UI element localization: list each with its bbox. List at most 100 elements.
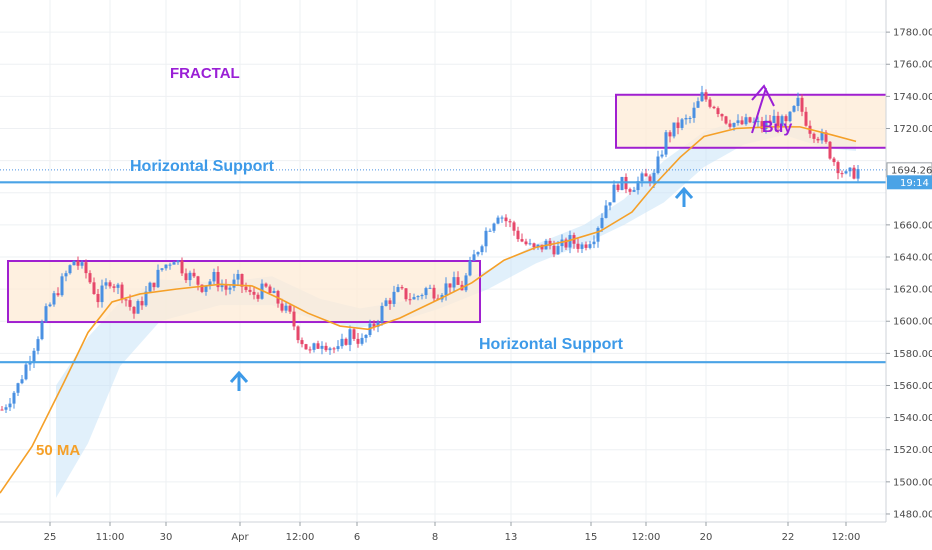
candle-body: [516, 230, 520, 240]
candle-body: [588, 244, 592, 248]
candle-body: [104, 282, 108, 286]
candle-body: [608, 202, 612, 206]
candle-body: [784, 116, 788, 122]
candle-body: [780, 116, 784, 127]
candle-body: [48, 304, 52, 307]
candle-body: [84, 262, 88, 274]
candle-body: [628, 189, 632, 192]
candle-body: [576, 243, 580, 249]
candle-body: [844, 171, 848, 174]
candle-body: [384, 300, 388, 306]
y-tick-label: 1500.000: [893, 477, 932, 488]
candle-body: [676, 122, 680, 128]
buy-arrow-icon: [751, 84, 775, 134]
candle-body: [264, 283, 268, 287]
x-tick-label: 25: [44, 532, 57, 543]
candle-body: [328, 348, 332, 351]
x-tick-label: 15: [585, 532, 598, 543]
candle-body: [524, 241, 528, 245]
candle-body: [648, 176, 652, 184]
candle-body: [824, 132, 828, 142]
candle-body: [296, 326, 300, 341]
candle-body: [536, 244, 540, 248]
candle-body: [768, 120, 772, 124]
candle-body: [852, 167, 856, 179]
candle-body: [44, 306, 48, 322]
candle-body: [348, 329, 352, 345]
box-outline: [7, 260, 481, 324]
candle-body: [136, 301, 140, 314]
y-tick-label: 1600.000: [893, 317, 932, 328]
candle-body: [216, 271, 220, 288]
candle-body: [752, 121, 756, 123]
candle-body: [760, 121, 764, 129]
grid: [0, 0, 886, 522]
candle-body: [120, 284, 124, 300]
candle-body: [168, 264, 172, 266]
candle-body: [616, 184, 620, 191]
support-lines: [0, 169, 886, 364]
candle-body: [312, 343, 316, 350]
candle-body: [464, 275, 468, 291]
fractal-label: FRACTAL: [170, 65, 240, 82]
candle-body: [232, 279, 236, 288]
candle-body: [4, 407, 8, 410]
candle-body: [600, 217, 604, 228]
candle-body: [60, 276, 64, 296]
candle-body: [428, 287, 432, 289]
candle-body: [116, 284, 120, 288]
moving-average-line: [0, 126, 857, 494]
candle-body: [340, 338, 344, 347]
countdown-label: 19:14: [900, 178, 929, 189]
candle-body: [208, 281, 212, 287]
candle-body: [644, 173, 648, 177]
candle-body: [292, 311, 296, 327]
candle-body: [352, 329, 356, 339]
candle-body: [580, 244, 584, 249]
candle-body: [776, 115, 780, 127]
candle-body: [252, 291, 256, 295]
x-tick-label: 13: [505, 532, 518, 543]
candle-body: [712, 106, 716, 109]
candle-body: [420, 295, 424, 297]
candle-body: [72, 260, 76, 266]
candle-body: [156, 269, 160, 288]
candle-body: [320, 345, 324, 349]
candle-body: [512, 222, 516, 231]
candle-body: [740, 120, 744, 125]
candle-body: [472, 254, 476, 261]
y-tick-label: 1540.000: [893, 413, 932, 424]
candle-body: [20, 379, 24, 384]
candle-body: [632, 190, 636, 192]
price-axis-bg: [886, 0, 932, 550]
candle-body: [764, 120, 768, 129]
x-tick-label: 12:00: [286, 532, 315, 543]
candle-body: [128, 300, 132, 307]
candle-body: [140, 301, 144, 306]
x-tick-label: 12:00: [632, 532, 661, 543]
candle-body: [80, 262, 84, 266]
y-tick-label: 1740.000: [893, 92, 932, 103]
candle-body: [660, 154, 664, 157]
candle-body: [668, 132, 672, 137]
candle-body: [96, 293, 100, 303]
candle-body: [528, 243, 532, 245]
y-tick-label: 1580.000: [893, 349, 932, 360]
candle-body: [52, 293, 56, 305]
candle-body: [392, 291, 396, 304]
candle-body: [92, 282, 96, 294]
y-tick-label: 1620.000: [893, 285, 932, 296]
candle-body: [124, 299, 128, 301]
x-tick-label: 6: [354, 532, 360, 543]
candle-body: [88, 273, 92, 283]
countdown-badge: [887, 175, 932, 190]
y-tick-label: 1760.000: [893, 60, 932, 71]
candle-body: [488, 230, 492, 232]
candle-body: [408, 299, 412, 301]
candle-body: [416, 296, 420, 298]
candle-body: [800, 97, 804, 112]
candle-body: [332, 348, 336, 350]
candle-body: [240, 273, 244, 287]
